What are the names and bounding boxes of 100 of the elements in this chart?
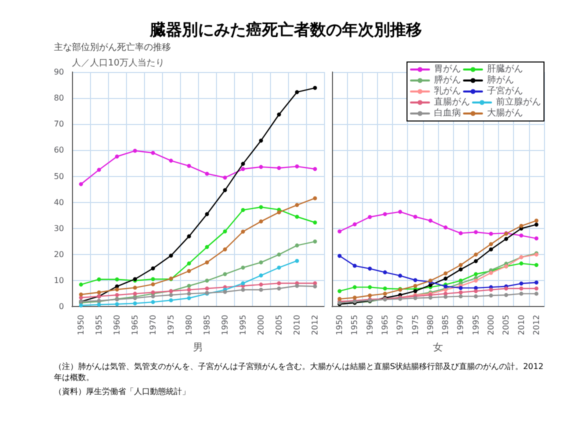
point	[383, 286, 387, 290]
point	[151, 277, 155, 282]
point	[277, 210, 281, 214]
point	[241, 266, 245, 270]
legend-label: 乳がん	[434, 86, 461, 96]
point	[79, 182, 83, 186]
point	[169, 298, 173, 302]
point	[259, 273, 263, 278]
y-tick-label: 90	[54, 68, 64, 76]
x-tick-label: 2010	[292, 314, 302, 336]
point	[444, 225, 448, 230]
point	[187, 234, 191, 238]
point	[151, 266, 155, 270]
point	[519, 224, 524, 228]
point	[259, 260, 263, 264]
point	[338, 289, 342, 294]
point	[187, 284, 191, 288]
point	[474, 259, 478, 264]
x-tick-label: 1995	[238, 314, 248, 336]
point	[534, 236, 538, 240]
y-tick-label: 50	[54, 172, 64, 181]
x-tick-label: 1955	[350, 314, 360, 336]
point	[115, 154, 119, 159]
x-tick-label: 2012	[532, 314, 541, 336]
point	[151, 150, 155, 155]
point	[277, 266, 281, 270]
y-tick-label: 80	[54, 94, 64, 103]
point	[97, 290, 101, 294]
point	[519, 292, 524, 296]
point	[474, 289, 478, 294]
x-tick-label: 1970	[396, 314, 405, 336]
point	[187, 269, 191, 274]
legend-label: 肝臓がん	[487, 64, 523, 74]
point	[413, 278, 418, 282]
x-tick-label: 2000	[256, 314, 266, 336]
point	[352, 285, 357, 290]
point	[444, 292, 448, 296]
point	[534, 218, 538, 223]
point	[295, 258, 299, 263]
x-tick-label: 1965	[130, 314, 140, 336]
point	[205, 286, 209, 290]
point	[79, 292, 83, 296]
chart-subtitle: 主な部位別がん死亡率の推移	[54, 42, 172, 54]
point	[474, 278, 478, 283]
point	[241, 167, 245, 172]
point	[413, 289, 418, 294]
legend-label: 白血病	[434, 108, 461, 118]
point	[413, 214, 418, 219]
point	[187, 164, 191, 168]
point	[383, 292, 387, 296]
point	[474, 294, 478, 298]
point	[338, 254, 342, 258]
point	[187, 292, 191, 296]
x-tick-label: 1980	[184, 314, 194, 336]
point	[368, 285, 372, 290]
point	[474, 252, 478, 257]
point	[313, 284, 317, 288]
point	[519, 282, 524, 286]
point	[187, 261, 191, 266]
x-tick-label: 2012	[310, 314, 320, 336]
point	[458, 267, 463, 272]
point	[428, 296, 432, 300]
point	[444, 276, 448, 281]
x-tick-label: 1960	[365, 314, 374, 336]
point	[187, 296, 191, 300]
point	[313, 86, 317, 90]
point	[313, 167, 317, 172]
point	[205, 245, 209, 250]
point	[352, 264, 357, 268]
legend-label: 肺がん	[487, 74, 514, 86]
point	[97, 302, 101, 307]
legend-label: 胃がん	[434, 64, 461, 74]
point	[398, 274, 402, 278]
point	[259, 288, 263, 292]
x-tick-label: 1965	[380, 314, 390, 336]
point	[504, 236, 508, 241]
x-tick-label: 1995	[471, 314, 480, 336]
legend-label: 前立腺がん	[496, 96, 541, 108]
point	[295, 164, 299, 168]
point	[133, 148, 137, 153]
point	[313, 240, 317, 244]
point	[295, 203, 299, 208]
point	[79, 303, 83, 308]
point	[428, 218, 432, 223]
point	[458, 290, 463, 294]
point	[444, 294, 448, 299]
point	[295, 90, 299, 94]
point	[277, 166, 281, 170]
x-tick-label: 1955	[94, 314, 104, 336]
point	[187, 288, 191, 292]
x-tick-label: 2005	[502, 314, 511, 336]
point	[474, 230, 478, 234]
point	[474, 272, 478, 276]
point	[504, 293, 508, 297]
y-tick-label: 0	[58, 302, 64, 312]
x-tick-label: 1950	[76, 314, 86, 336]
x-tick-label: 1985	[202, 314, 212, 336]
point	[277, 281, 281, 286]
point	[97, 277, 101, 282]
point	[383, 212, 387, 216]
